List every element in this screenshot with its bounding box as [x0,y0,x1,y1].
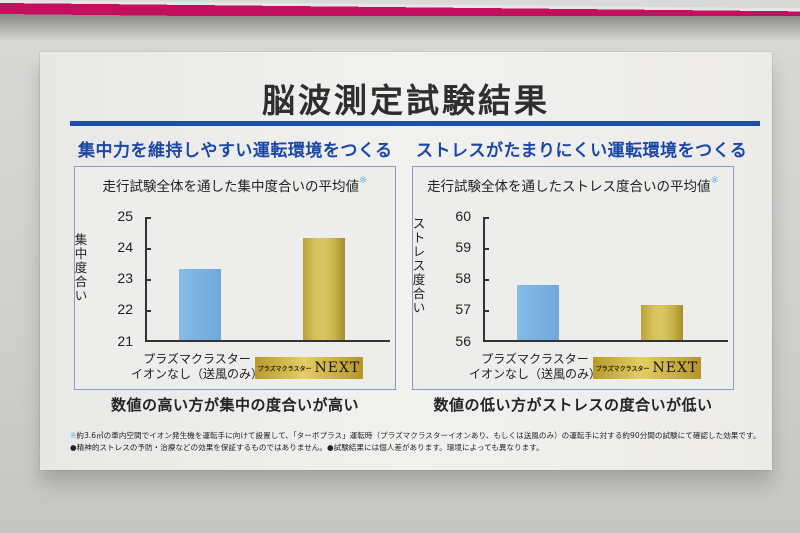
chart-title: 走行試験全体を通した集中度合いの平均値※ [75,175,395,195]
section-heading: 集中力を維持しやすい運転環境をつくる [78,141,393,161]
category-line: イオンなし（送風のみ） [469,367,602,381]
badge-small-text: プラズマクラスター [257,365,312,373]
y-axis-label: ス ト レ ス 度 合 い [411,217,427,315]
badge-next-text: NEXT [314,360,361,376]
ylabel-char: ト [412,230,426,245]
category-label-no-ion: プラズマクラスター イオンなし（送風のみ） [469,352,601,382]
category-line: イオンなし（送風のみ） [131,367,264,381]
y-tick-label: 59 [455,239,471,255]
y-tick-label: 22 [117,301,133,317]
ylabel-char: い [74,288,88,303]
y-tick-label: 58 [455,270,471,286]
y-tick-label: 25 [117,208,133,224]
category-line: プラズマクラスター [143,352,251,366]
chart-title: 走行試験全体を通したストレス度合いの平均値※ [413,175,733,195]
ylabel-char: ス [412,216,426,231]
ylabel-char: 中 [74,246,88,261]
category-line: プラズマクラスター [481,352,589,366]
note-mark: ※ [359,175,368,186]
y-tick-label: 60 [455,208,471,224]
y-tick [483,248,489,250]
y-tick [145,279,151,281]
y-tick [145,217,151,219]
bar-no-ion [517,285,559,340]
y-axis-label: 集 中 度 合 い [73,233,89,303]
results-board: 脳波測定試験結果 集中力を維持しやすい運転環境をつくる 走行試験全体を通した集中… [40,52,772,470]
footnote-test-conditions: ※約3.6㎥の車内空間でイオン発生機を運転手に向けて設置して、「ターボプラス」運… [70,430,770,442]
ylabel-char: 度 [74,260,88,275]
board-title: 脳波測定試験結果 [262,81,550,120]
y-tick [483,279,489,281]
concentration-section: 集中力を維持しやすい運転環境をつくる 走行試験全体を通した集中度合いの平均値※ … [62,136,396,414]
x-axis [145,340,390,342]
badge-small-text: プラズマクラスター [595,365,650,373]
ylabel-char: 合 [412,286,426,301]
footnote-text: 約3.6㎥の車内空間でイオン発生機を運転手に向けて設置して、「ターボプラス」運転… [76,431,761,440]
ylabel-char: 集 [74,232,88,247]
plot-area: 25 24 23 22 21 [117,208,390,349]
y-tick [483,217,489,219]
y-tick [483,310,489,312]
chart-conclusion: 数値の高い方が集中の度合いが高い [110,396,359,414]
footnotes: ※約3.6㎥の車内空間でイオン発生機を運転手に向けて設置して、「ターボプラス」運… [70,430,770,454]
y-tick [145,310,151,312]
y-tick-label: 21 [117,333,133,349]
section-heading: ストレスがたまりにくい運転環境をつくる [416,141,748,161]
plot-area: 60 59 58 57 56 [455,208,728,349]
stress-section: ストレスがたまりにくい運転環境をつくる 走行試験全体を通したストレス度合いの平均… [400,136,748,414]
title-divider [70,121,760,126]
chart-title-text: 走行試験全体を通したストレス度合いの平均値 [427,179,711,195]
concentration-chart: 走行試験全体を通した集中度合いの平均値※ 集 中 度 合 い 25 24 23 … [74,166,396,390]
x-axis [483,340,728,342]
footnote-disclaimer: ●精神的ストレスの予防・治療などの効果を保証するものではありません。●試験結果に… [70,443,544,452]
bar-no-ion [179,269,221,340]
chart-conclusion: 数値の低い方がストレスの度合いが低い [433,396,713,414]
ylabel-char: 合 [74,274,88,289]
badge-next-text: NEXT [652,360,699,376]
bar-next [303,238,345,340]
y-tick-label: 56 [455,333,471,349]
chart-title-text: 走行試験全体を通した集中度合いの平均値 [102,179,360,195]
ylabel-char: 度 [412,272,426,287]
note-mark: ※ [70,431,77,440]
bar-next [641,305,683,340]
y-tick-label: 23 [117,270,133,286]
category-badge-next: プラズマクラスター NEXT [593,357,701,379]
y-tick-label: 24 [117,239,133,255]
stress-chart: 走行試験全体を通したストレス度合いの平均値※ ス ト レ ス 度 合 い 60 … [412,166,734,390]
ylabel-char: ス [412,258,426,273]
wall-shadow [0,16,800,40]
ylabel-char: い [412,300,426,315]
y-tick [145,248,151,250]
note-mark: ※ [710,175,719,186]
category-badge-next: プラズマクラスター NEXT [255,357,363,379]
category-label-no-ion: プラズマクラスター イオンなし（送風のみ） [131,352,263,382]
ylabel-char: レ [412,244,426,259]
y-tick-label: 57 [455,301,471,317]
